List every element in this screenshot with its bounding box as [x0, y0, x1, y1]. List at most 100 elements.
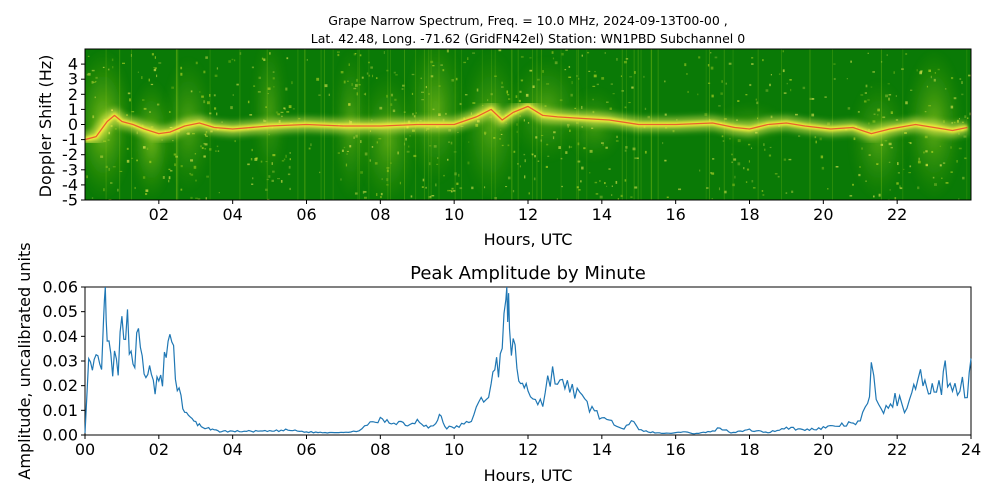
- spectrogram-speckle: [271, 179, 274, 182]
- spectrogram-speckle: [861, 147, 863, 150]
- spectrogram-speckle: [421, 186, 424, 188]
- spectrogram-speckle: [215, 150, 217, 152]
- spectrogram-speckle: [958, 198, 960, 200]
- spectrogram-speckle: [684, 63, 687, 67]
- spectrogram-speckle: [148, 78, 150, 82]
- spectrogram-speckle: [628, 101, 631, 104]
- spectrogram-speckle: [901, 68, 904, 71]
- spectrogram-speckle: [925, 164, 928, 167]
- spectrogram-speckle: [853, 137, 856, 141]
- spectrogram-speckle: [277, 178, 280, 180]
- spectrogram-speckle: [87, 55, 90, 57]
- spectrogram-speckle: [128, 98, 132, 102]
- spectrogram-speckle: [494, 75, 497, 77]
- spectrogram-speckle: [190, 173, 194, 176]
- spectrogram-speckle: [487, 99, 489, 102]
- spectrogram-speckle: [928, 69, 931, 72]
- spectrogram-speckle: [459, 102, 462, 106]
- spectrogram-speckle: [950, 146, 952, 149]
- spectrogram-speckle: [941, 177, 943, 179]
- spectrogram-speckle: [950, 77, 954, 80]
- spectrogram-speckle: [267, 198, 270, 200]
- spectrogram-speckle: [561, 185, 563, 188]
- spectrogram-speckle: [292, 108, 295, 110]
- spectrogram-speckle: [403, 111, 406, 113]
- spectrogram-speckle: [939, 164, 942, 167]
- spectrogram-speckle: [268, 134, 270, 136]
- spectrogram-speckle: [525, 93, 529, 97]
- spectrogram-speckle: [589, 149, 593, 153]
- spectrogram-speckle: [316, 77, 320, 81]
- spectrogram-speckle: [894, 197, 897, 200]
- spectrogram-speckle: [710, 66, 714, 70]
- spectrogram-speckle: [451, 187, 454, 190]
- spectrogram-speckle: [768, 154, 772, 157]
- spectrogram-speckle: [267, 87, 271, 90]
- spectrogram-speckle: [937, 68, 940, 71]
- spectrogram-speckle: [91, 80, 94, 84]
- spectrogram-speckle: [736, 119, 738, 122]
- spectrogram-speckle: [451, 78, 454, 82]
- spectrogram-speckle: [577, 160, 581, 163]
- spectrogram-ylabel: Doppler Shift (Hz): [36, 55, 55, 198]
- spectrogram-speckle: [199, 91, 201, 93]
- spectrogram-speckle: [527, 122, 530, 124]
- spectrogram-speckle: [872, 120, 876, 123]
- spectrogram-speckle: [595, 193, 599, 195]
- spectrogram-speckle: [958, 118, 960, 120]
- spectrogram-speckle: [858, 173, 861, 177]
- spectrogram-speckle: [850, 60, 852, 63]
- spectrogram-speckle: [267, 93, 269, 95]
- spectrogram-speckle: [103, 140, 107, 142]
- spectrogram-speckle: [371, 74, 374, 78]
- spectrogram-xlabel: Hours, UTC: [484, 230, 573, 249]
- spectrogram-speckle: [624, 106, 627, 109]
- spectrogram-speckle: [356, 92, 358, 96]
- spectrogram-speckle: [285, 154, 287, 158]
- spectrogram-speckle: [809, 97, 813, 101]
- spectrogram-speckle: [939, 145, 941, 147]
- spectrogram-speckle: [568, 145, 570, 149]
- spectrogram-speckle: [337, 53, 340, 57]
- spectrogram-speckle: [604, 52, 606, 54]
- spectrogram-speckle: [507, 98, 511, 100]
- spectrogram-speckle: [963, 135, 967, 138]
- spectrogram-speckle: [788, 158, 792, 161]
- spectrogram-x-tick-label: 02: [149, 205, 169, 224]
- spectrogram-speckle: [200, 145, 202, 148]
- spectrogram-speckle: [283, 107, 286, 110]
- spectrogram-speckle: [457, 131, 459, 133]
- spectrogram-speckle: [420, 77, 422, 80]
- spectrogram-speckle: [616, 135, 618, 139]
- spectrogram-speckle: [453, 151, 457, 153]
- amplitude-x-tick-label: 24: [961, 440, 981, 459]
- spectrogram-speckle: [450, 141, 453, 145]
- spectrogram-speckle: [286, 111, 290, 113]
- spectrogram-speckle: [889, 189, 891, 191]
- spectrogram-speckle: [356, 78, 358, 82]
- spectrogram-speckle: [507, 144, 510, 147]
- spectrogram-speckle: [576, 74, 578, 77]
- spectrogram-speckle: [142, 99, 145, 101]
- spectrogram-speckle: [448, 141, 450, 143]
- spectrogram-speckle: [272, 71, 275, 73]
- spectrogram-speckle: [193, 165, 197, 169]
- spectrogram-speckle: [494, 197, 498, 200]
- spectrogram-speckle: [704, 113, 708, 116]
- spectrogram-speckle: [364, 92, 367, 96]
- spectrogram-speckle: [814, 136, 817, 139]
- amplitude-x-tick-label: 18: [739, 440, 759, 459]
- spectrogram-speckle: [610, 83, 613, 85]
- spectrogram-speckle: [114, 128, 117, 130]
- spectrogram-y-tick-label: -2: [62, 145, 78, 164]
- spectrogram-speckle: [712, 158, 715, 160]
- spectrogram-speckle: [873, 113, 876, 115]
- spectrogram-speckle: [847, 107, 851, 110]
- spectrogram-speckle: [190, 90, 193, 93]
- spectrogram-speckle: [446, 158, 449, 161]
- spectrogram-speckle: [413, 115, 416, 118]
- spectrogram-speckle: [887, 83, 890, 85]
- spectrogram-speckle: [934, 72, 937, 74]
- spectrogram-speckle: [872, 71, 875, 73]
- spectrogram-speckle: [380, 192, 383, 196]
